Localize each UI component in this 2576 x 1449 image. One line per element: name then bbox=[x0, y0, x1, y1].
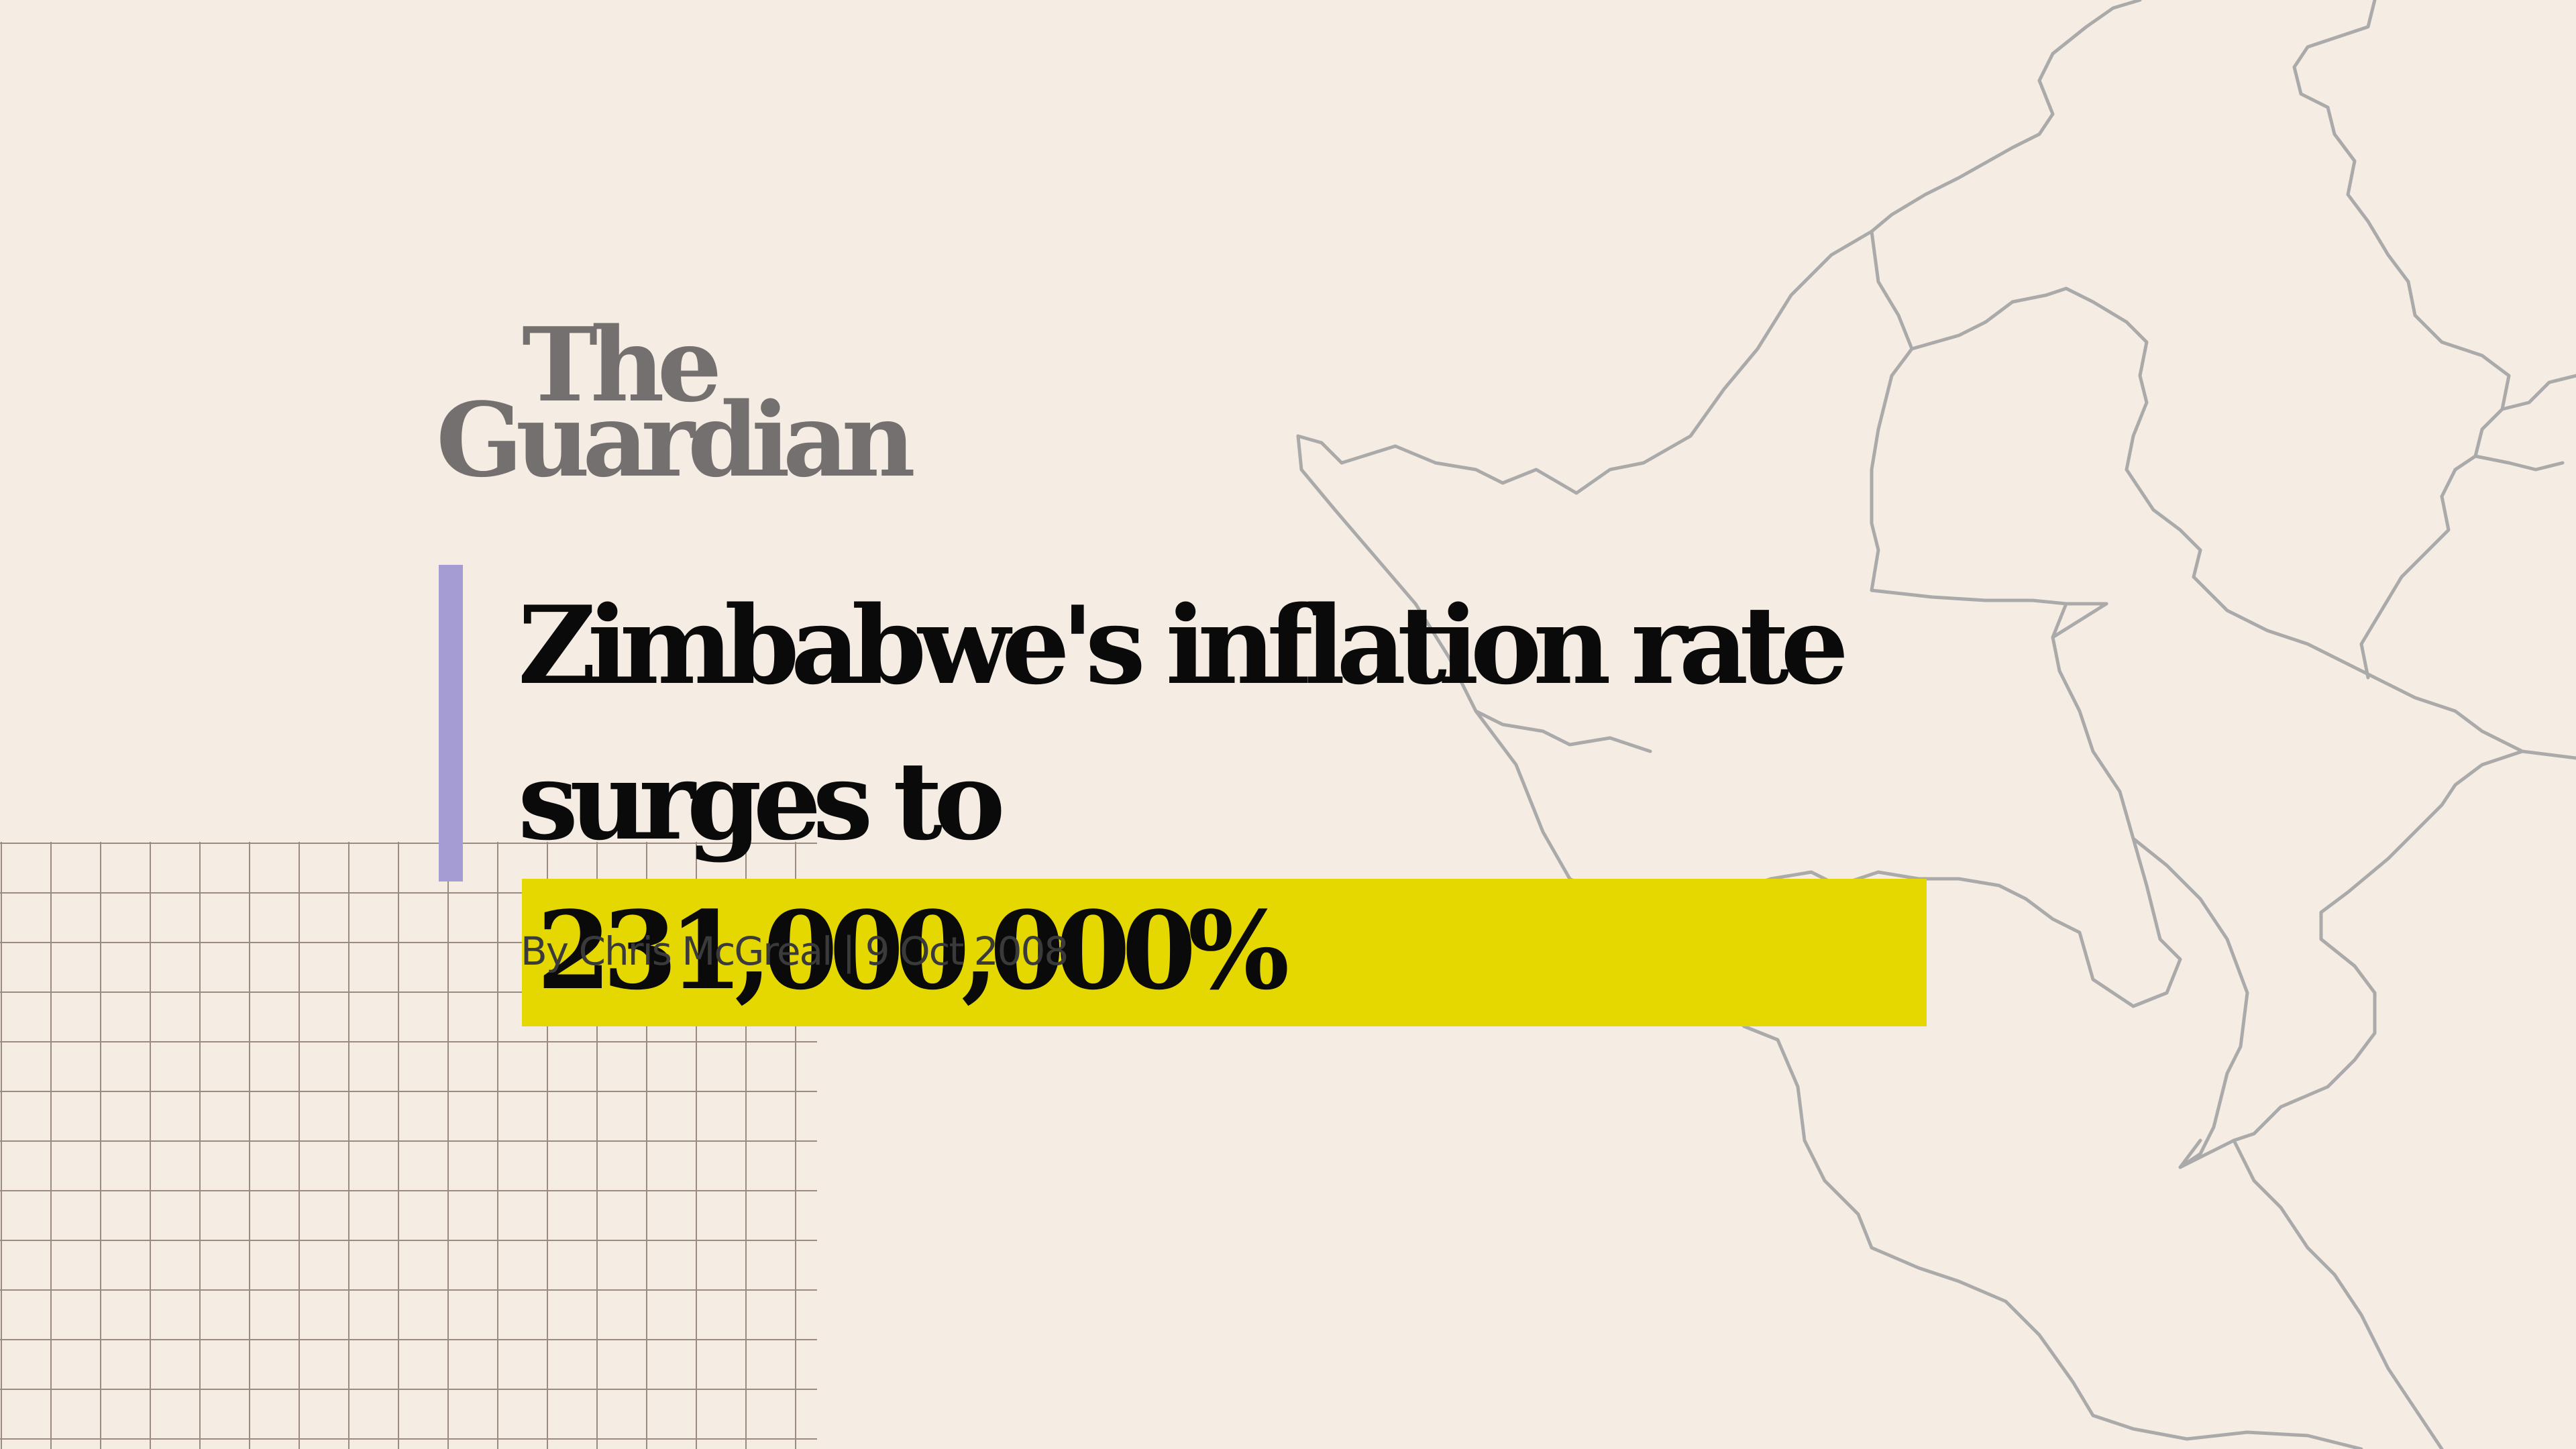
guardian-logo: The Guardian bbox=[436, 305, 916, 500]
map-province-border bbox=[1910, 286, 2576, 760]
headline-line-2: surges to 231,000,000% bbox=[518, 723, 1927, 1026]
map-province-border bbox=[1474, 709, 1652, 753]
headline-line-1: Zimbabwe's inflation rate bbox=[518, 582, 1849, 708]
map-country-border bbox=[1296, 434, 2363, 1449]
map-province-border bbox=[2131, 837, 2249, 1169]
map-province-border bbox=[2473, 454, 2565, 472]
map-country-border bbox=[1296, 0, 2142, 495]
logo-line-guardian: Guardian bbox=[436, 380, 916, 500]
article-headline: Zimbabwe's inflation rate surges to 231,… bbox=[518, 568, 1927, 1026]
headline-highlight: 231,000,000% bbox=[522, 879, 1927, 1026]
headline-accent-bar bbox=[439, 565, 463, 881]
map-province-border bbox=[2178, 749, 2524, 1169]
article-byline: By Chris McGreal | 9 Oct 2008 bbox=[521, 928, 1069, 974]
map-province-border bbox=[2232, 1138, 2444, 1449]
logo-line-the: The bbox=[522, 305, 722, 425]
map-province-border bbox=[2051, 602, 2068, 639]
map-province-border bbox=[1870, 229, 2108, 606]
headline-line-2-prefix: surges to bbox=[518, 738, 1006, 864]
decorative-grid bbox=[0, 842, 817, 1449]
map-province-border bbox=[2500, 374, 2576, 411]
map-province-border bbox=[2292, 0, 2511, 680]
